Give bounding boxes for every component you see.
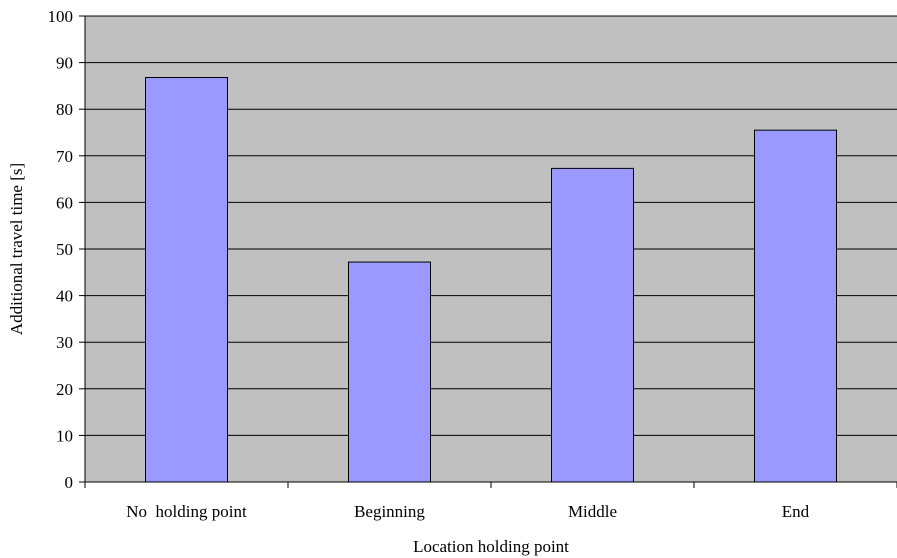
y-tick-label: 90	[56, 54, 73, 73]
x-tick-label: Middle	[568, 502, 617, 521]
y-tick-label: 0	[65, 473, 74, 492]
x-tick-label: End	[782, 502, 810, 521]
y-tick-label: 50	[56, 240, 73, 259]
bar	[348, 261, 431, 483]
bars	[145, 77, 837, 483]
axes	[79, 15, 897, 488]
x-tick-label: No holding point	[126, 502, 247, 521]
x-axis-title: Location holding point	[413, 537, 569, 556]
y-tick-label: 30	[56, 333, 73, 352]
x-tick-label: Beginning	[354, 502, 425, 521]
bar	[145, 77, 228, 483]
y-axis-title: Additional travel time [s]	[7, 163, 26, 335]
x-tick-labels: No holding point Beginning Middle End	[126, 502, 809, 521]
y-tick-label: 100	[48, 7, 74, 26]
y-tick-label: 70	[56, 147, 73, 166]
y-tick-label: 80	[56, 100, 73, 119]
bar	[551, 167, 634, 483]
y-tick-label: 10	[56, 426, 73, 445]
y-tick-labels: 0 10 20 30 40 50 60 70 80 90 100	[48, 7, 74, 492]
y-tick-label: 40	[56, 287, 73, 306]
y-tick-label: 60	[56, 193, 73, 212]
bar	[754, 129, 837, 483]
y-tick-label: 20	[56, 380, 73, 399]
